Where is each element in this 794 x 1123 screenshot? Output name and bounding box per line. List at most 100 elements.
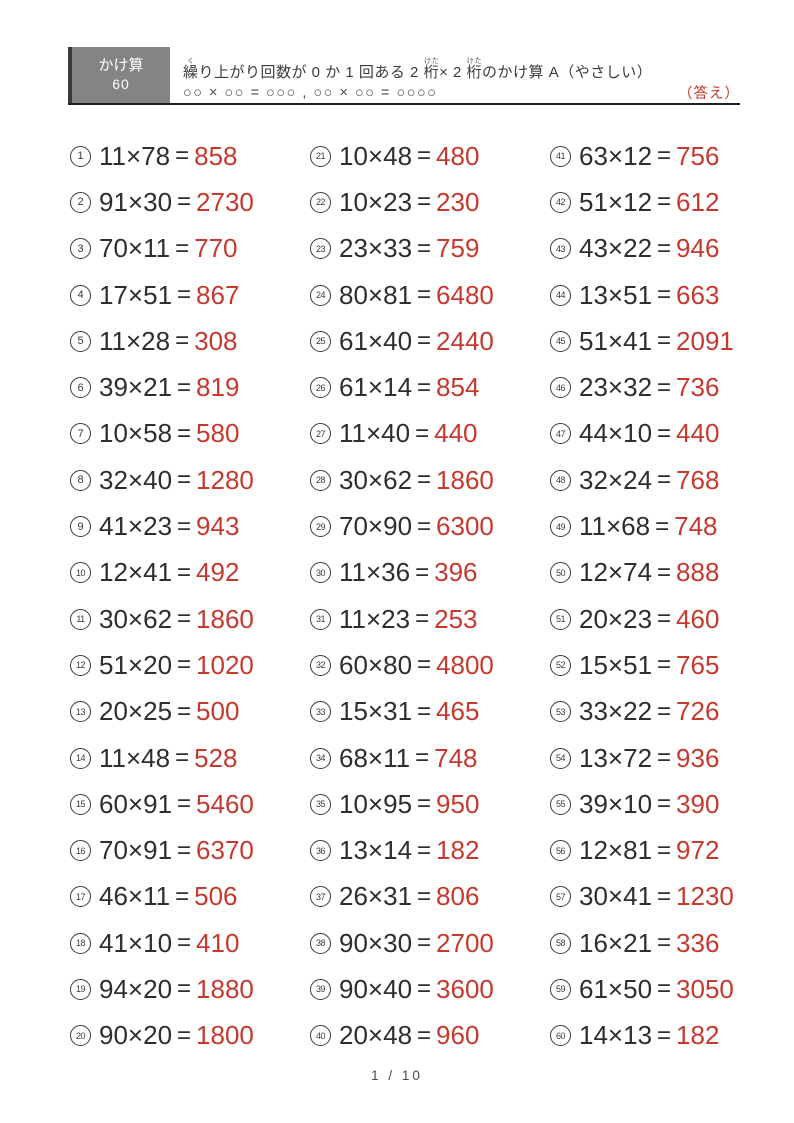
problem-row: 9 41×23 = 943: [70, 503, 310, 549]
problem-number: 24: [310, 284, 331, 306]
problem-answer: 2700: [436, 927, 494, 958]
equals-sign: =: [657, 466, 672, 494]
problem-expression: 46×11: [99, 881, 171, 912]
equals-sign: =: [175, 744, 190, 771]
problem-number: 20: [70, 1025, 91, 1047]
problem-expression: 32×40: [99, 464, 173, 495]
problem-expression: 61×40: [339, 325, 413, 356]
problem-number: 4: [70, 284, 91, 306]
problem-expression: 70×90: [339, 511, 413, 542]
problem-answer: 440: [676, 418, 720, 449]
equals-sign: =: [417, 882, 432, 910]
problem-row: 6 39×21 = 819: [70, 364, 310, 410]
problem-expression: 11×23: [339, 603, 411, 634]
problem-expression: 32×24: [579, 464, 653, 495]
problem-answer: 819: [196, 372, 240, 403]
problem-row: 56 12×81 = 972: [550, 827, 790, 873]
problem-number: 34: [310, 747, 331, 769]
problem-row: 25 61×40 = 2440: [310, 318, 550, 364]
problem-row: 13 20×25 = 500: [70, 689, 310, 735]
problem-number: 2: [70, 191, 91, 213]
problem-expression: 39×10: [579, 788, 653, 819]
page-footer: 1 / 10: [0, 1068, 794, 1083]
equals-sign: =: [177, 975, 192, 1003]
problem-answer: 1880: [196, 973, 254, 1004]
problem-row: 57 30×41 = 1230: [550, 874, 790, 920]
problem-number: 18: [70, 932, 91, 954]
problem-number: 7: [70, 423, 91, 445]
problem-row: 19 94×20 = 1880: [70, 966, 310, 1012]
problem-row: 32 60×80 = 4800: [310, 642, 550, 688]
problem-answer: 748: [434, 742, 478, 773]
problem-answer: 506: [194, 881, 238, 912]
problem-answer: 867: [196, 279, 240, 310]
header-text-area: 繰くり上がり回数が 0 か 1 回ある 2 桁けた× 2 桁けたのかけ算 A（や…: [183, 47, 740, 103]
equals-sign: =: [657, 790, 672, 818]
worksheet-title: 繰くり上がり回数が 0 か 1 回ある 2 桁けた× 2 桁けたのかけ算 A（や…: [183, 58, 653, 82]
problem-answer: 1020: [196, 649, 254, 680]
problem-row: 48 32×24 = 768: [550, 457, 790, 503]
problem-row: 17 46×11 = 506: [70, 874, 310, 920]
problem-row: 37 26×31 = 806: [310, 874, 550, 920]
problem-row: 30 11×36 = 396: [310, 550, 550, 596]
problem-expression: 11×68: [579, 511, 651, 542]
problem-row: 54 13×72 = 936: [550, 735, 790, 781]
problem-number: 3: [70, 238, 91, 260]
problem-expression: 30×41: [579, 881, 653, 912]
problem-answer: 230: [436, 186, 480, 217]
problem-answer: 1860: [196, 603, 254, 634]
problem-number: 26: [310, 377, 331, 399]
problem-expression: 51×41: [579, 325, 653, 356]
problem-row: 59 61×50 = 3050: [550, 966, 790, 1012]
problem-answer: 3600: [436, 973, 494, 1004]
equals-sign: =: [655, 512, 670, 540]
equals-sign: =: [177, 836, 192, 864]
equals-sign: =: [657, 419, 672, 447]
problem-number: 15: [70, 793, 91, 815]
equals-sign: =: [177, 929, 192, 957]
problem-expression: 80×81: [339, 279, 413, 310]
problem-row: 40 20×48 = 960: [310, 1013, 550, 1059]
equals-sign: =: [417, 188, 432, 216]
problem-expression: 60×91: [99, 788, 173, 819]
problem-answer: 182: [676, 1020, 720, 1051]
problem-expression: 11×78: [99, 140, 171, 171]
problem-number: 29: [310, 516, 331, 538]
problem-row: 41 63×12 = 756: [550, 133, 790, 179]
equals-sign: =: [657, 142, 672, 170]
problem-answer: 748: [674, 511, 718, 542]
problem-row: 38 90×30 = 2700: [310, 920, 550, 966]
problem-row: 39 90×40 = 3600: [310, 966, 550, 1012]
problem-answer: 888: [676, 557, 720, 588]
problem-number: 59: [550, 978, 571, 1000]
problem-answer: 6370: [196, 835, 254, 866]
problem-number: 35: [310, 793, 331, 815]
problem-row: 8 32×40 = 1280: [70, 457, 310, 503]
problem-expression: 33×22: [579, 696, 653, 727]
problem-number: 11: [70, 608, 91, 630]
problem-answer: 182: [436, 835, 480, 866]
problem-expression: 10×95: [339, 788, 413, 819]
problems-grid: 1 11×78 = 858 2 91×30 = 2730 3 70×11 = 770 4 17×51 = 86…: [70, 133, 790, 1059]
problem-expression: 39×21: [99, 372, 173, 403]
problem-expression: 10×58: [99, 418, 173, 449]
problem-number: 16: [70, 840, 91, 862]
problem-row: 51 20×23 = 460: [550, 596, 790, 642]
problem-answer: 6300: [436, 511, 494, 542]
equals-sign: =: [657, 697, 672, 725]
problem-row: 15 60×91 = 5460: [70, 781, 310, 827]
answer-label: （答え）: [678, 86, 740, 102]
problem-number: 54: [550, 747, 571, 769]
equals-sign: =: [417, 281, 432, 309]
problem-expression: 15×31: [339, 696, 413, 727]
problem-expression: 61×14: [339, 372, 413, 403]
problem-number: 38: [310, 932, 331, 954]
problem-expression: 90×30: [339, 927, 413, 958]
problem-expression: 11×36: [339, 557, 411, 588]
equals-sign: =: [657, 744, 672, 771]
problem-answer: 768: [676, 464, 720, 495]
problem-expression: 20×48: [339, 1020, 413, 1051]
problem-expression: 17×51: [99, 279, 173, 310]
problem-expression: 23×32: [579, 372, 653, 403]
problem-expression: 20×23: [579, 603, 653, 634]
